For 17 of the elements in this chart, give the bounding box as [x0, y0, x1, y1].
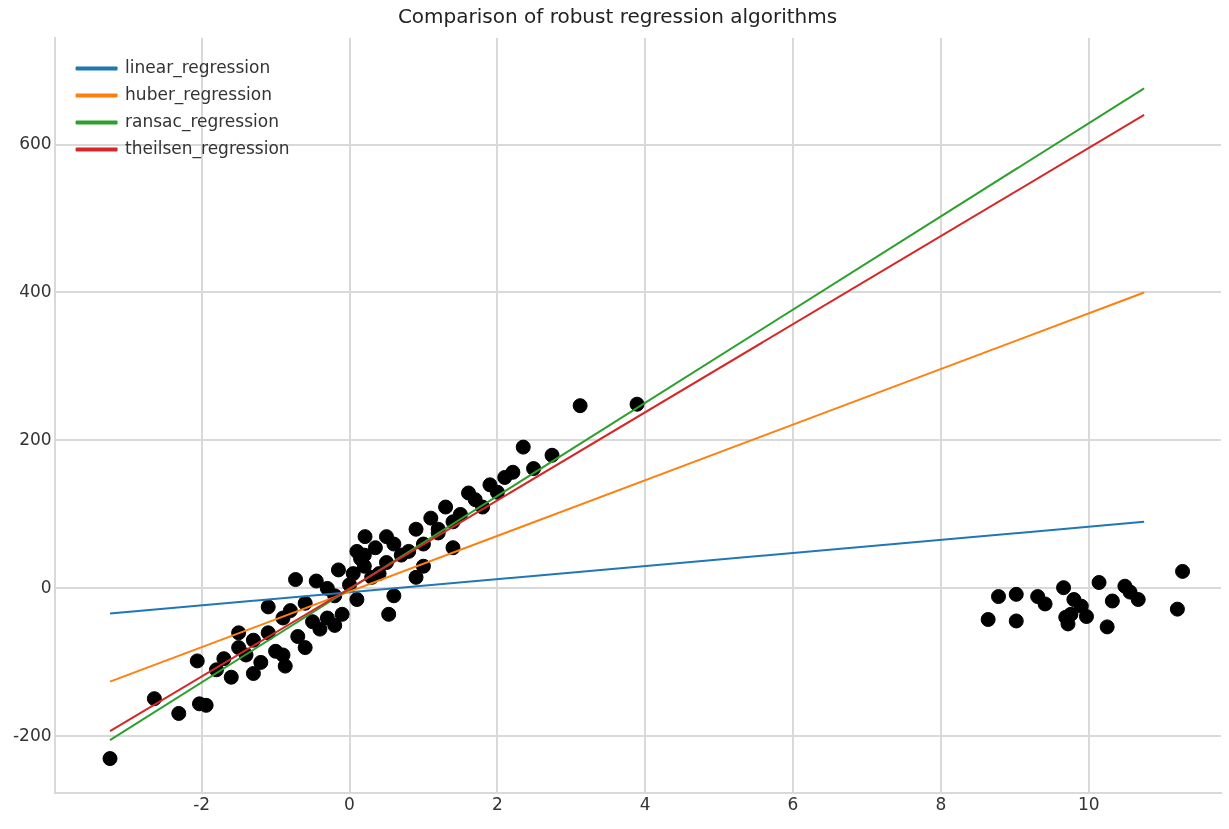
x-tick-label: 4	[639, 794, 651, 815]
x-tick-label: 0	[344, 794, 355, 815]
chart-title: Comparison of robust regression algorithms	[397, 4, 838, 29]
x-tick-label: 8	[935, 794, 947, 815]
legend-label: theilsen_regression	[125, 137, 290, 159]
x-tick-label: 6	[787, 794, 799, 815]
y-tick-label: -200	[12, 724, 52, 745]
x-tick-label: 10	[1077, 794, 1100, 815]
legend-label: ransac_regression	[125, 110, 279, 132]
y-tick-label: 200	[19, 428, 52, 449]
y-tick-label: 0	[40, 576, 52, 597]
legend-label: linear_regression	[125, 56, 271, 78]
y-tick-label: 400	[19, 280, 52, 301]
x-tick-label: 2	[491, 794, 503, 815]
y-tick-label: 600	[19, 132, 52, 153]
legend-label: huber_regression	[125, 83, 272, 105]
x-tick-label: -2	[193, 794, 211, 815]
